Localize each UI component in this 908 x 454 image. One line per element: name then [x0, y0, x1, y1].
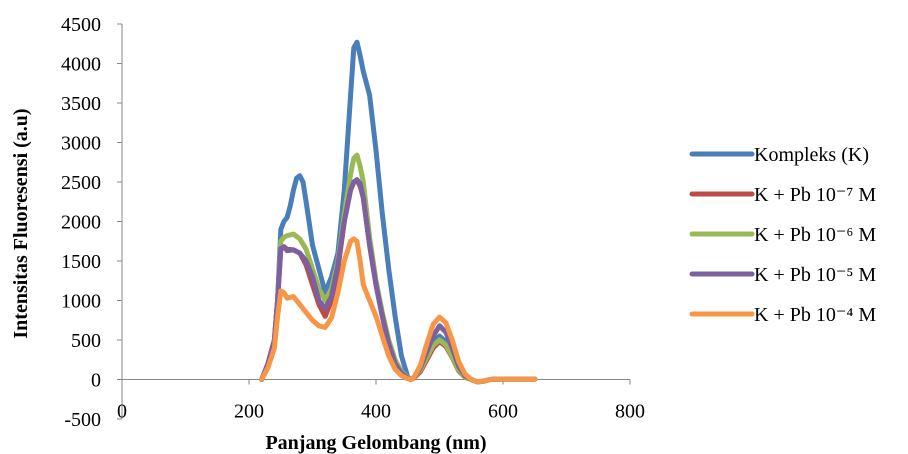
legend-item: K + Pb 10⁻⁵ M: [689, 264, 876, 286]
x-axis-ticks: 0 200 400 600 800: [117, 379, 645, 423]
legend-item: K + Pb 10⁻⁴ M: [689, 304, 876, 326]
series-line-5: [259, 236, 538, 385]
y-tick-label: 1000: [61, 291, 101, 313]
x-tick-label: 400: [361, 401, 391, 423]
series-lines: [259, 39, 538, 385]
legend-item: K + Pb 10⁻⁷ M: [689, 184, 876, 206]
legend-item: K + Pb 10⁻⁶ M: [689, 224, 876, 246]
x-tick-label: 200: [234, 401, 264, 423]
y-axis-title: Intensitas Fluoresensi (a.u): [10, 108, 32, 338]
y-tick-label: 0: [91, 370, 101, 392]
y-tick-label: 4500: [61, 14, 101, 36]
y-axis-ticks: -500 0 500 1000 1500 2000 2500 3000 3500 4000 4500: [61, 14, 122, 431]
y-tick-label: 500: [71, 330, 101, 352]
y-tick-label: 1500: [61, 251, 101, 273]
x-tick-label: 800: [615, 401, 645, 423]
legend-label: K + Pb 10⁻⁷ M: [754, 184, 876, 206]
legend-label: K + Pb 10⁻⁴ M: [754, 304, 876, 326]
y-tick-label: 2500: [61, 172, 101, 194]
y-tick-label: 2000: [61, 212, 101, 234]
y-tick-label: 3500: [61, 93, 101, 115]
y-tick-label: 3000: [61, 133, 101, 155]
y-tick-label: -500: [64, 409, 101, 431]
y-tick-label: 4000: [61, 54, 101, 76]
x-tick-label: 0: [117, 401, 127, 423]
legend-label: K + Pb 10⁻⁵ M: [754, 264, 876, 286]
x-tick-label: 600: [488, 401, 518, 423]
legend-label: Kompleks (K): [754, 144, 869, 166]
series-line-1: [259, 39, 538, 385]
legend-item: Kompleks (K): [689, 144, 869, 166]
legend-label: K + Pb 10⁻⁶ M: [754, 224, 876, 246]
plot-area: -500050010001500200025003000350040004500…: [61, 14, 645, 431]
legend: Kompleks (K) K + Pb 10⁻⁷ M K + Pb 10⁻⁶ M K …: [689, 144, 876, 326]
x-axis-title: Panjang Gelombang (nm): [265, 432, 486, 454]
